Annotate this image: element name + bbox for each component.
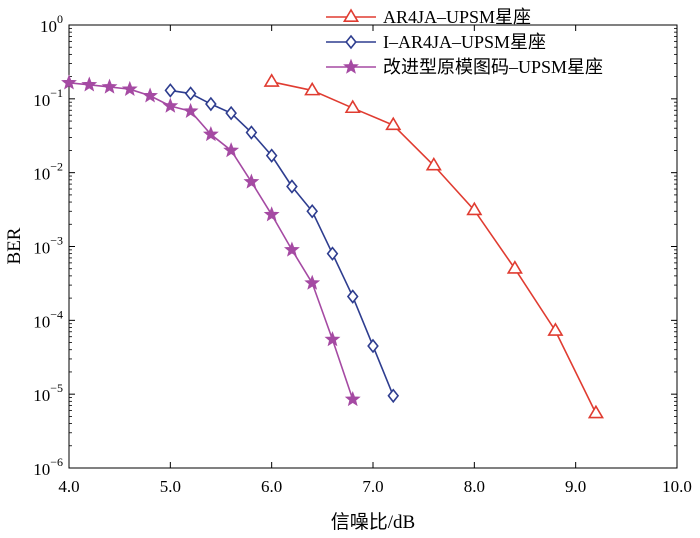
data-point-triangle [344,99,361,114]
data-point-star [162,97,179,113]
data-point-diamond [367,338,379,354]
plot-frame [68,24,678,469]
data-point-diamond [286,179,298,194]
legend-marker [343,58,359,74]
data-point-star [263,206,280,222]
x-tick-label: 10.0 [662,477,692,496]
legend-label: 改进型原模图码–UPSM星座 [383,57,603,77]
data-point-triangle [587,404,604,419]
axis-ticks [68,24,678,469]
data-point-diamond [326,246,339,261]
data-point-diamond [184,86,197,101]
legend-label: I–AR4JA–UPSM星座 [383,32,546,52]
data-point-star [284,241,300,257]
data-point-triangle [425,156,442,171]
legend-marker [345,34,357,50]
data-point-diamond [306,203,319,219]
data-point-star [61,74,77,90]
data-point-star [344,391,361,407]
x-tick-label: 9.0 [565,477,586,496]
data-point-star [324,331,341,347]
y-tick-label: 10−4 [33,307,63,331]
y-tick-label: 100 [40,12,63,36]
data-point-star [202,126,219,142]
data-point-triangle [385,116,402,131]
data-point-star [101,78,118,94]
data-point-triangle [263,73,280,87]
axis-tick-labels: 4.0 5.0 6.0 7.0 8.0 9.0 10.0 100 10−1 10−2 10−3 10−… [33,12,692,496]
data-point-triangle [466,201,483,216]
x-tick-label: 6.0 [261,477,282,496]
data-point-diamond [387,388,400,404]
data-point-triangle [506,260,523,274]
data-point-diamond [205,96,217,112]
data-point-star [223,142,240,158]
y-axis-label: BER [4,227,25,264]
data-point-diamond [245,125,258,140]
series-line-2 [170,89,395,397]
data-point-star [304,274,321,290]
data-point-diamond [265,148,278,163]
x-axis-label: 信噪比/dB [331,511,415,533]
data-point-star [243,173,260,189]
y-tick-label: 10−1 [33,86,63,110]
x-tick-label: 8.0 [464,477,485,496]
data-point-diamond [225,105,237,121]
x-tick-label: 4.0 [58,477,79,496]
data-point-star [121,80,138,96]
legend-label: AR4JA–UPSM星座 [383,7,531,27]
data-point-star [81,76,98,92]
data-point-triangle [547,322,564,336]
series-line-1 [271,81,597,414]
x-tick-label: 5.0 [160,477,181,496]
x-tick-label: 7.0 [362,477,383,496]
data-point-triangle [304,81,321,96]
data-point-star [142,87,158,103]
legend-marker [342,8,360,23]
data-point-diamond [164,83,177,98]
data-point-star [182,102,199,118]
y-tick-label: 10−5 [33,381,63,405]
y-tick-label: 10−6 [33,455,63,479]
series-markers [61,73,604,419]
y-tick-label: 10−3 [33,234,63,258]
y-tick-label: 10−2 [33,160,63,184]
data-point-diamond [346,289,359,304]
